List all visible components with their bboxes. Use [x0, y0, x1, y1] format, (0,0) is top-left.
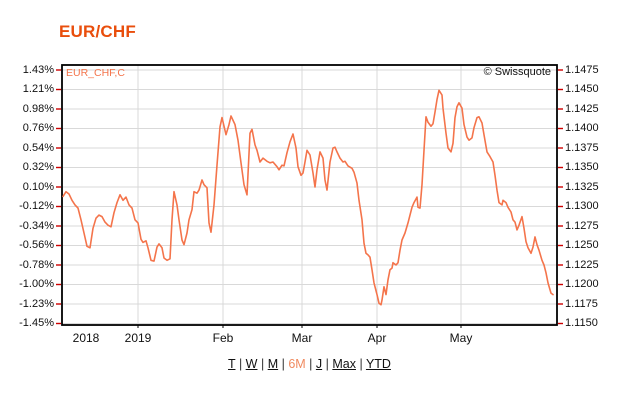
y-axis-left-label: -1.45%: [19, 317, 54, 329]
y-axis-right-label: 1.1450: [565, 83, 599, 95]
y-axis-left-label: -0.78%: [19, 258, 54, 271]
y-axis-left-label: 1.43%: [22, 63, 54, 76]
timeframe-max[interactable]: Max: [332, 357, 356, 371]
x-axis-label-2019: 2019: [124, 331, 152, 345]
y-axis-left-label: 0.32%: [22, 161, 54, 173]
y-axis-left-label: 1.21%: [22, 83, 54, 95]
x-axis-label-apr: Apr: [367, 331, 387, 345]
x-axis-label-2018: 2018: [72, 331, 100, 345]
y-axis-right-label: 1.1475: [565, 63, 599, 76]
y-axis-left-label: -0.56%: [19, 239, 54, 251]
y-axis-right-label: 1.1350: [565, 161, 599, 173]
y-axis-right-label: 1.1200: [565, 278, 599, 290]
page-title: EUR/CHF: [59, 22, 136, 41]
y-axis-left-label: -1.00%: [19, 278, 54, 290]
timeframe-m[interactable]: M: [267, 357, 279, 371]
y-axis-left-label: 0.98%: [22, 102, 54, 115]
timeframe-w[interactable]: W: [245, 357, 258, 371]
timeframe-nav: T | W | M | 6M | J | Max | YTD: [62, 357, 557, 371]
y-axis-right-label: 1.1400: [565, 122, 599, 134]
nav-separator: |: [278, 357, 289, 371]
copyright-label: © Swissquote: [483, 66, 551, 78]
timeframe-t[interactable]: T: [228, 357, 236, 371]
y-axis-left-label: -0.12%: [19, 200, 54, 212]
series-legend-label: EUR_CHF,C: [66, 67, 125, 79]
y-axis-right-label: 1.1250: [565, 239, 599, 251]
timeframe-6m[interactable]: 6M: [288, 357, 306, 371]
nav-separator: |: [305, 357, 316, 371]
y-axis-left-label: 0.76%: [22, 122, 54, 134]
y-axis-right-label: 1.1375: [565, 141, 599, 154]
y-axis-right-label: 1.1175: [565, 297, 598, 310]
y-axis-left-label: -1.23%: [19, 297, 54, 310]
nav-separator: |: [235, 357, 246, 371]
timeframe-ytd[interactable]: YTD: [365, 357, 391, 371]
y-axis-right-label: 1.1300: [565, 200, 599, 212]
nav-separator: |: [322, 357, 333, 371]
y-axis-left-label: 0.10%: [22, 180, 54, 193]
y-axis-left-label: -0.34%: [19, 219, 54, 232]
nav-separator: |: [355, 357, 366, 371]
timeframe-j[interactable]: J: [315, 357, 323, 371]
x-axis-label-feb: Feb: [212, 331, 234, 345]
y-axis-right-label: 1.1225: [565, 258, 599, 271]
x-axis-label-may: May: [449, 331, 473, 345]
plot-border: [61, 64, 558, 326]
y-axis-right-label: 1.1275: [565, 219, 599, 232]
x-axis-label-mar: Mar: [291, 331, 313, 345]
y-axis-right-label: 1.1425: [565, 102, 599, 115]
y-axis-right-label: 1.1325: [565, 180, 599, 193]
y-axis-left-label: 0.54%: [22, 141, 54, 154]
nav-separator: |: [257, 357, 268, 371]
y-axis-right-label: 1.1150: [565, 317, 598, 329]
price-line-series: [62, 89, 554, 306]
